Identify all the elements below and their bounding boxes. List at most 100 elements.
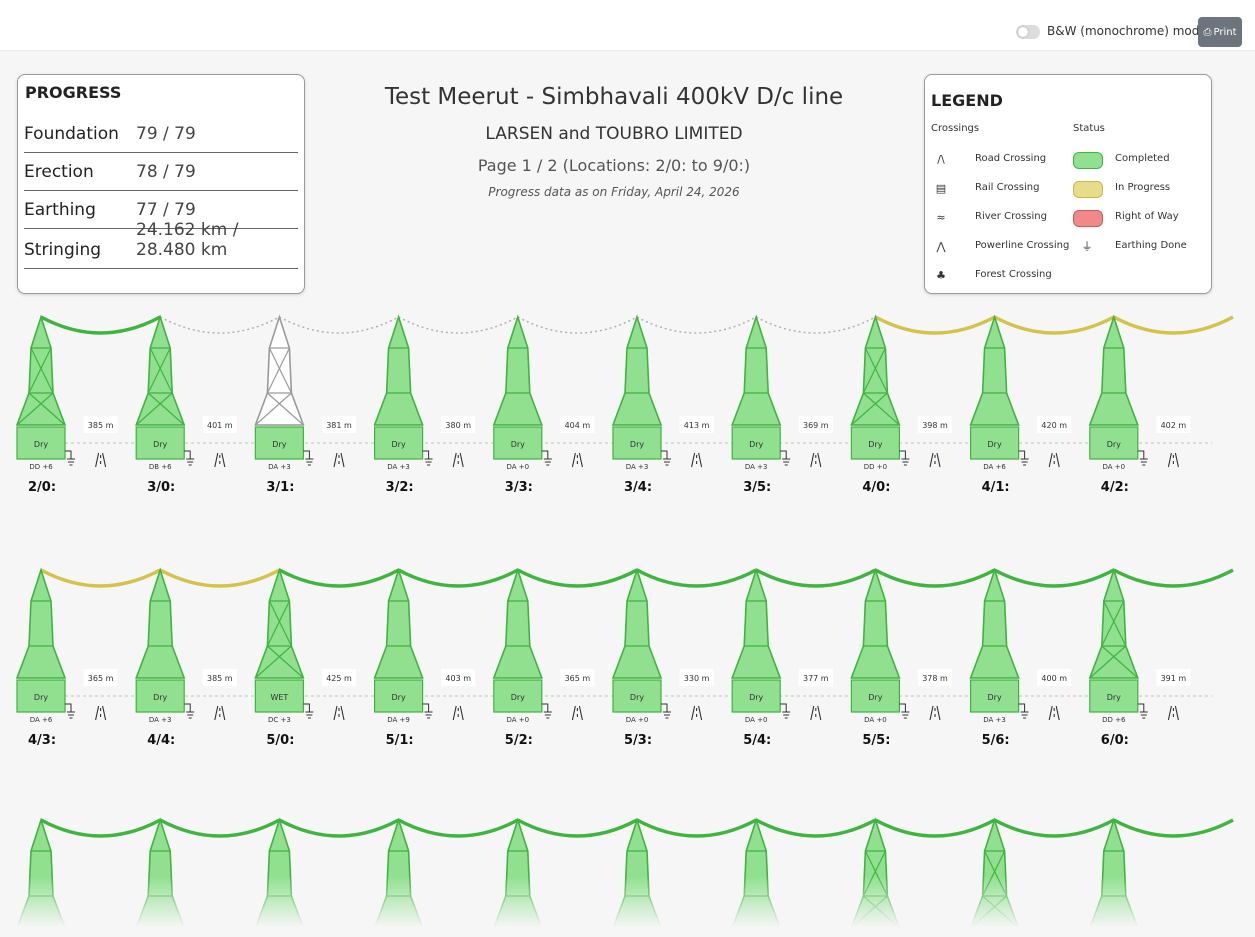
earthing-icon: [65, 450, 75, 466]
conductor-span: [993, 568, 1115, 588]
progress-label: Foundation: [24, 124, 119, 144]
road-crossing-icon: [929, 452, 941, 468]
span-length: 413 m: [684, 421, 710, 430]
earthing-icon: [303, 703, 314, 719]
road-crossing-icon: [1167, 705, 1179, 721]
progress-row-erection: Erection 78 / 79: [24, 153, 298, 191]
conductor-span: [40, 818, 162, 838]
tower-type-label: DA +0: [506, 716, 529, 724]
soil-type-label: Dry: [34, 693, 48, 702]
location-number: 4/1:: [982, 480, 1010, 495]
road-crossing-icon: [333, 452, 345, 468]
toggle-knob: [1018, 27, 1028, 37]
legend-river-crossing: River Crossing: [975, 211, 1047, 222]
soil-type-label: Dry: [34, 440, 48, 449]
span-length: 380 m: [445, 421, 471, 430]
road-crossing-icon: [571, 705, 583, 721]
conductor-span: [993, 818, 1115, 838]
location-number: 3/0:: [147, 480, 175, 495]
legend-crossings-heading: Crossings: [931, 123, 980, 134]
conductor-span: [159, 316, 280, 334]
foundation-block: [493, 426, 543, 460]
foundation-block: [1089, 679, 1139, 713]
road-crossing-icon: [1048, 705, 1060, 721]
span-length-bg: [1156, 669, 1191, 686]
foundation-block: [969, 426, 1020, 460]
tower-body: [850, 567, 901, 679]
earthing-icon: [1018, 450, 1029, 466]
soil-type-label: Dry: [1107, 440, 1121, 449]
span-length-bg: [202, 416, 237, 433]
foundation-block: [16, 679, 66, 713]
tower-body: [611, 567, 663, 679]
location-number: 3/4:: [624, 480, 652, 495]
location-number: 3/2:: [386, 480, 414, 495]
tower-body: [135, 314, 186, 426]
road-crossing-icon: [1048, 452, 1060, 468]
powerline-crossing-icon: ⋀: [936, 240, 946, 253]
bw-mode-label: B&W (monochrome) mode: [1047, 24, 1207, 38]
earthing-icon: ⏚: [1081, 240, 1093, 253]
span-length: 365 m: [88, 674, 114, 683]
span-length-bg: [1037, 416, 1072, 433]
span-length-bg: [679, 669, 714, 686]
span-length: 385 m: [207, 674, 233, 683]
tower-body: [850, 314, 901, 426]
header-block: Test Meerut - Simbhavali 400kV D/c line …: [314, 80, 914, 199]
road-crossing-icon: [691, 452, 703, 468]
road-crossing-icon: [214, 705, 226, 721]
location-number: 5/4:: [743, 733, 771, 748]
tower-body: [373, 314, 424, 426]
tower-body: [1088, 314, 1139, 426]
location-number: 3/5:: [743, 480, 771, 495]
span-length: 420 m: [1041, 421, 1067, 430]
soil-type-label: Dry: [1107, 693, 1121, 702]
tower-body: [731, 567, 782, 679]
span-length-bg: [560, 416, 595, 433]
progress-title: PROGRESS: [25, 83, 122, 102]
soil-type-label: Dry: [868, 440, 882, 449]
conductor-span: [636, 316, 757, 334]
earthing-icon: [422, 450, 433, 466]
location-number: 4/3:: [28, 733, 56, 748]
completed-swatch: [1073, 152, 1103, 169]
tower-type-label: DA +0: [864, 716, 887, 724]
print-button[interactable]: ⎙ Print: [1198, 17, 1242, 47]
location-number: 5/3:: [624, 733, 652, 748]
tower-bracing: [851, 347, 900, 426]
tower-body: [969, 314, 1020, 426]
rail-crossing-icon: ▤: [935, 182, 947, 195]
road-crossing-icon: [452, 452, 464, 468]
bw-mode-toggle[interactable]: [1016, 25, 1040, 39]
foundation-block: [135, 679, 185, 713]
tower-type-label: DA +0: [506, 463, 529, 471]
location-number: 4/4:: [147, 733, 175, 748]
tower-type-label: DD +0: [864, 463, 887, 471]
conductor-span: [1112, 315, 1234, 335]
company-name: LARSEN and TOUBRO LIMITED: [485, 124, 743, 144]
location-number: 5/6:: [982, 733, 1010, 748]
soil-type-label: Dry: [988, 440, 1002, 449]
tower-type-label: DC +3: [268, 716, 291, 724]
foundation-block: [374, 426, 424, 460]
tower-body: [254, 567, 305, 679]
earthing-icon: [899, 450, 910, 466]
earthing-icon: [303, 450, 314, 466]
conductor-span: [874, 568, 996, 588]
earthing-icon: [422, 703, 433, 719]
foundation-block: [16, 426, 66, 460]
span-length-bg: [798, 416, 833, 433]
road-crossing-icon: /\: [937, 153, 945, 166]
in-progress-swatch: [1073, 181, 1103, 198]
road-crossing-icon: [95, 705, 107, 721]
span-length: 425 m: [326, 674, 352, 683]
conductor-span: [159, 818, 281, 838]
conductor-span: [1112, 818, 1234, 838]
span-length: 378 m: [922, 674, 948, 683]
foundation-block: [731, 679, 781, 713]
span-length: 401 m: [207, 421, 233, 430]
span-length-bg: [83, 416, 118, 433]
print-label: Print: [1213, 26, 1237, 38]
span-length: 330 m: [684, 674, 710, 683]
tower-type-label: DB +6: [149, 463, 172, 471]
